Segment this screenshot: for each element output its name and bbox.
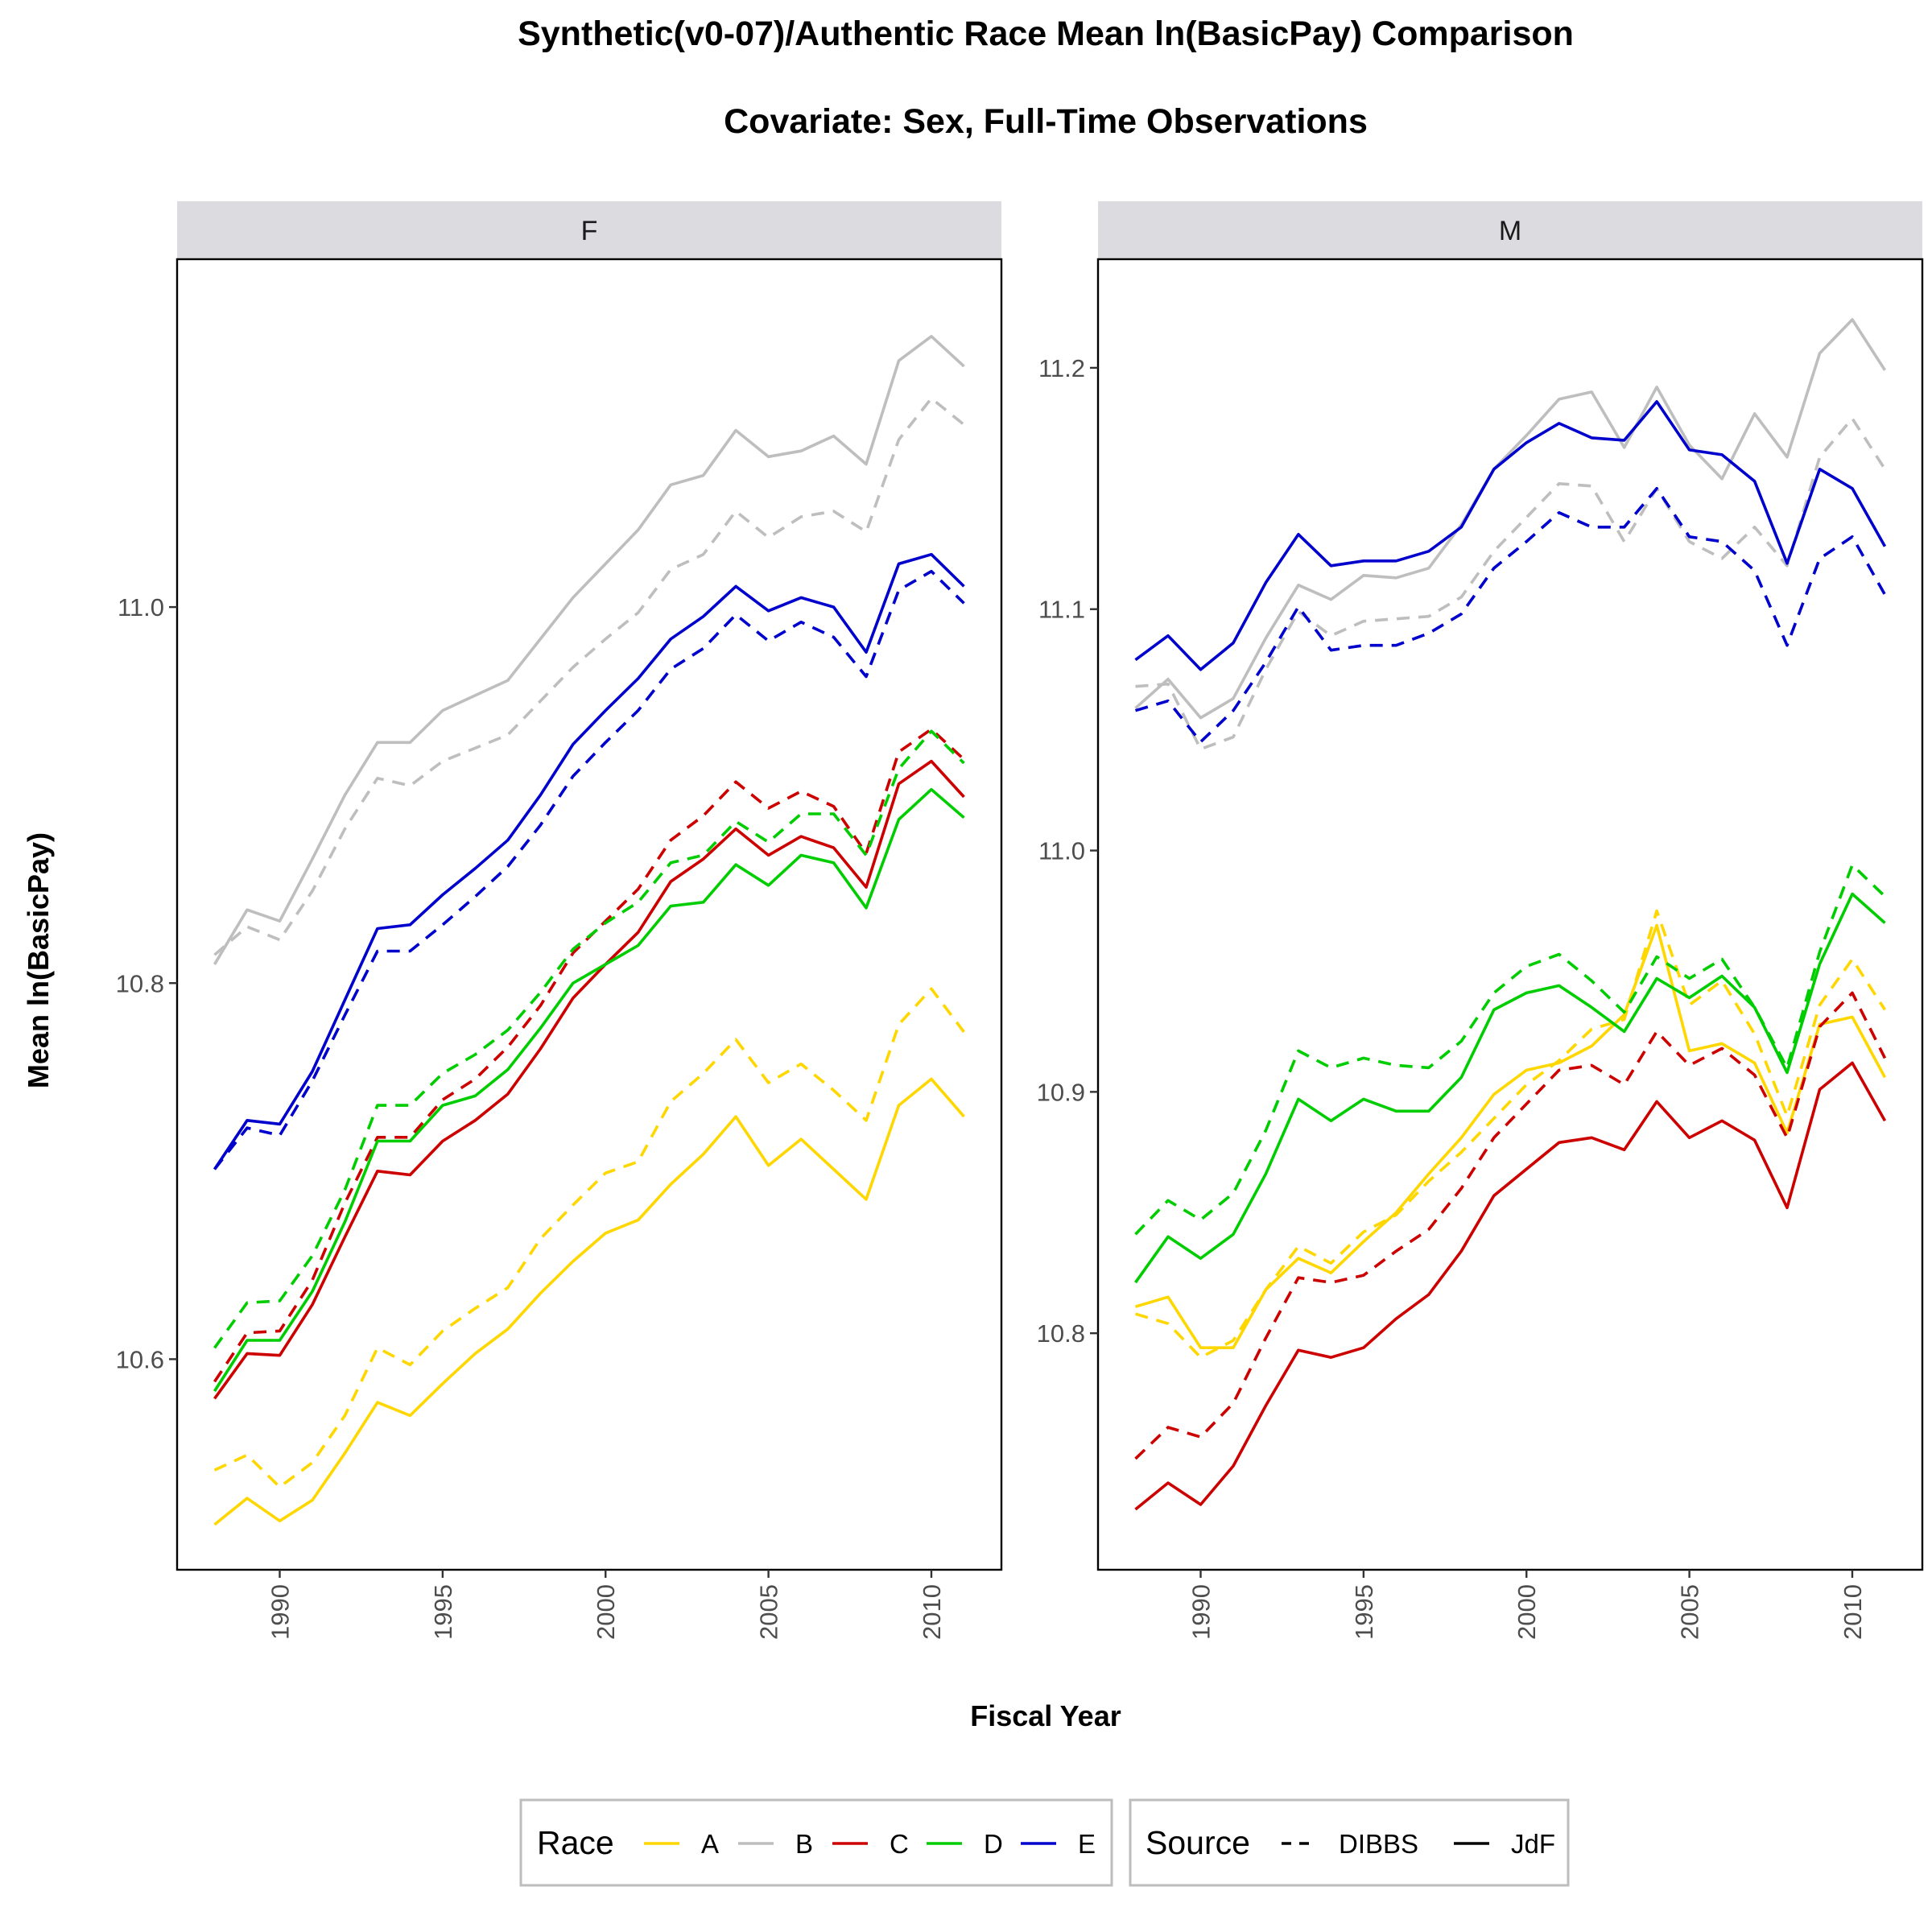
x-tick-label: 2005	[755, 1584, 783, 1640]
series-line-C-DIBBS	[1134, 991, 1887, 1460]
series-line-B-DIBBS	[213, 396, 965, 956]
y-axis-label: Mean ln(BasicPay)	[22, 832, 55, 1088]
series-group	[1134, 318, 1887, 1511]
legend-title: Race	[537, 1824, 614, 1861]
legend-label: A	[701, 1829, 719, 1859]
facet-strip	[177, 201, 1001, 259]
series-line-C-JdF	[1134, 1061, 1887, 1511]
chart-subtitle: Covariate: Sex, Full-Time Observations	[724, 102, 1368, 141]
panel-border	[175, 258, 1003, 1571]
series-line-D-JdF	[1134, 892, 1886, 1284]
facet-strip	[1098, 201, 1922, 259]
series-line-E-DIBBS	[1134, 486, 1887, 744]
x-tick-label: 1990	[266, 1584, 294, 1640]
facet-panels: F 10.6 10.8 11.0 1990 1995 2000 2005 2010 M 10.8 10…	[116, 201, 1924, 1640]
x-tick-label: 1995	[429, 1584, 457, 1640]
x-tick-label: 2010	[1839, 1584, 1867, 1640]
series-line-D-DIBBS	[213, 729, 965, 1349]
series-line-B-DIBBS	[1135, 417, 1887, 751]
y-tick-label: 10.8	[116, 969, 164, 997]
legend-label: C	[890, 1829, 909, 1859]
y-tick-label: 10.9	[1037, 1078, 1085, 1106]
legend-label: B	[795, 1829, 813, 1859]
x-tick-label: 2010	[918, 1584, 946, 1640]
legend-label: D	[984, 1829, 1003, 1859]
x-tick-label: 2005	[1676, 1584, 1704, 1640]
series-line-E-JdF	[1134, 400, 1887, 671]
panel-border	[1096, 258, 1924, 1571]
x-tick-label: 1990	[1187, 1584, 1215, 1640]
facet-label: F	[581, 216, 598, 246]
y-tick-label: 11.2	[1038, 354, 1085, 382]
legend-title: Source	[1146, 1824, 1250, 1861]
chart-title: Synthetic(v0-07)/Authentic Race Mean ln(…	[518, 14, 1574, 53]
series-line-E-DIBBS	[213, 569, 965, 1170]
y-tick-label: 11.0	[1038, 837, 1085, 865]
legend-box	[1129, 1798, 1570, 1887]
series-line-D-DIBBS	[1134, 863, 1886, 1236]
legend-box	[519, 1798, 1113, 1887]
series-line-D-JdF	[213, 787, 965, 1393]
legend: Race A B C D E Source DIBBS JdF	[519, 1798, 1570, 1887]
series-line-A-DIBBS	[213, 987, 965, 1488]
series-group	[213, 334, 965, 1526]
x-axis-label: Fiscal Year	[970, 1699, 1121, 1732]
series-line-A-JdF	[213, 1077, 965, 1526]
x-tick-label: 2000	[592, 1584, 620, 1640]
x-tick-label: 1995	[1350, 1584, 1378, 1640]
legend-label: JdF	[1511, 1829, 1555, 1859]
panel-M: M 10.8 10.9 11.0 11.1 11.2 1990 1995 2000 2005 201…	[1037, 201, 1924, 1640]
series-line-B-JdF	[213, 334, 965, 965]
y-tick-label: 11.1	[1038, 596, 1085, 624]
y-tick-label: 11.0	[118, 593, 164, 621]
x-tick-label: 2000	[1513, 1584, 1541, 1640]
y-tick-label: 10.8	[1037, 1319, 1085, 1348]
series-line-A-JdF	[1134, 923, 1887, 1349]
y-tick-label: 10.6	[116, 1345, 164, 1373]
panel-F: F 10.6 10.8 11.0 1990 1995 2000 2005 2010	[116, 201, 1003, 1640]
series-line-B-JdF	[1134, 318, 1887, 720]
legend-source: Source DIBBS JdF	[1129, 1798, 1570, 1887]
legend-label: DIBBS	[1339, 1829, 1418, 1859]
series-line-E-JdF	[213, 552, 965, 1170]
series-line-A-DIBBS	[1134, 909, 1887, 1359]
legend-label: E	[1078, 1829, 1096, 1859]
facet-label: M	[1499, 216, 1521, 246]
legend-race: Race A B C D E	[519, 1798, 1113, 1887]
series-line-C-JdF	[213, 759, 965, 1400]
